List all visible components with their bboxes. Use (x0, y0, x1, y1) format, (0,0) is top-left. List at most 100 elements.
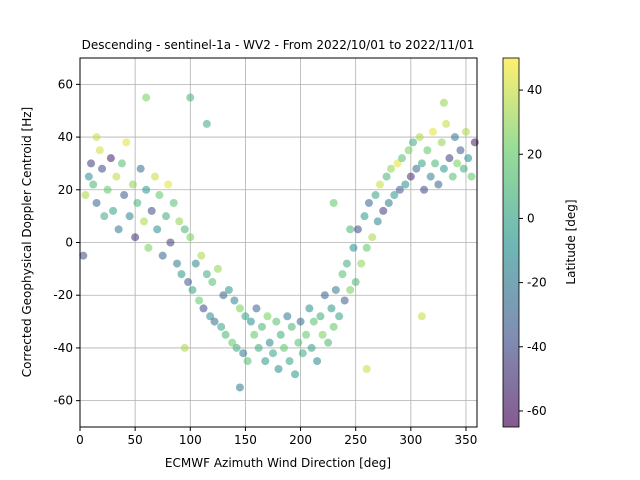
colorbar-ticks: -60 -40 -20 0 20 40 (519, 83, 547, 418)
scatter-point (92, 198, 101, 207)
scatter-point (280, 343, 289, 352)
scatter-point (206, 312, 215, 321)
scatter-point (417, 159, 426, 168)
y-axis-ticks: -60 -40 -20 0 20 40 60 (53, 77, 80, 408)
scatter-point (202, 270, 211, 279)
scatter-point (103, 185, 112, 194)
scatter-point (246, 317, 255, 326)
scatter-point (131, 233, 140, 242)
scatter-point (346, 285, 355, 294)
scatter-point (173, 259, 182, 268)
scatter-point (147, 206, 156, 215)
scatter-point (346, 225, 355, 234)
scatter-point (254, 343, 263, 352)
y-tick-label: 60 (58, 77, 73, 91)
scatter-point (401, 180, 410, 189)
scatter-point (274, 365, 283, 374)
scatter-point (186, 233, 195, 242)
scatter-point (186, 93, 195, 102)
scatter-point (175, 217, 184, 226)
scatter-point (298, 349, 307, 358)
colorbar-tick-label: 40 (527, 83, 542, 97)
y-tick-label: -60 (53, 394, 73, 408)
scatter-point (423, 146, 432, 155)
scatter-point (445, 154, 454, 163)
x-axis-ticks: 0 50 100 150 200 250 300 350 (76, 427, 477, 447)
scatter-point (379, 206, 388, 215)
scatter-point (241, 312, 250, 321)
scatter-point (177, 270, 186, 279)
scatter-point (235, 304, 244, 313)
scatter-points (79, 93, 479, 392)
scatter-point (439, 98, 448, 107)
scatter-point (390, 191, 399, 200)
scatter-point (109, 206, 118, 215)
scatter-point (158, 251, 167, 260)
scatter-point (261, 357, 270, 366)
scatter-point (122, 138, 131, 147)
scatter-point (142, 185, 151, 194)
scatter-point (155, 191, 164, 200)
y-tick-label: -40 (53, 341, 73, 355)
scatter-point (431, 159, 440, 168)
scatter-point (398, 154, 407, 163)
scatter-point (213, 264, 222, 273)
scatter-point (371, 191, 380, 200)
scatter-point (180, 343, 189, 352)
scatter-point (291, 370, 300, 379)
scatter-point (302, 330, 311, 339)
y-tick-label: 40 (58, 130, 73, 144)
scatter-point (272, 317, 281, 326)
scatter-point (428, 127, 437, 136)
scatter-point (133, 198, 142, 207)
x-axis-label: ECMWF Azimuth Wind Direction [deg] (165, 456, 391, 470)
scatter-point (467, 172, 476, 181)
scatter-point (252, 304, 261, 313)
scatter-point (191, 259, 200, 268)
colorbar-tick-label: 0 (527, 211, 535, 225)
scatter-point (453, 159, 462, 168)
scatter-point (409, 138, 418, 147)
scatter-point (92, 133, 101, 142)
x-tick-label: 50 (127, 433, 142, 447)
scatter-point (393, 159, 402, 168)
scatter-point (197, 251, 206, 260)
scatter-point (142, 93, 151, 102)
scatter-point (164, 180, 173, 189)
scatter-point (114, 225, 123, 234)
scatter-point (87, 159, 96, 168)
scatter-point (232, 343, 241, 352)
colorbar-frame (502, 57, 520, 428)
chart-title: Descending - sentinel-1a - WV2 - From 20… (82, 38, 475, 52)
scatter-point (166, 238, 175, 247)
y-tick-label: -20 (53, 288, 73, 302)
scatter-point (456, 146, 465, 155)
scatter-point (162, 212, 171, 221)
x-tick-label: 200 (289, 433, 312, 447)
scatter-point (360, 212, 369, 221)
scatter-point (327, 304, 336, 313)
scatter-point (338, 270, 347, 279)
scatter-point (307, 343, 316, 352)
scatter-point (235, 383, 244, 392)
scatter-point (195, 296, 204, 305)
scatter-point (417, 312, 426, 321)
scatter-point (329, 198, 338, 207)
scatter-point (342, 259, 351, 268)
scatter-point (136, 164, 145, 173)
scatter-point (368, 233, 377, 242)
scatter-point (287, 322, 296, 331)
scatter-point (448, 172, 457, 181)
scatter-point (373, 217, 382, 226)
scatter-point (153, 225, 162, 234)
scatter-point (406, 172, 415, 181)
scatter-point (221, 330, 230, 339)
scatter-point (117, 159, 126, 168)
scatter-point (202, 119, 211, 128)
scatter-point (340, 296, 349, 305)
scatter-point (415, 133, 424, 142)
scatter-point (243, 357, 252, 366)
scatter-point (329, 322, 338, 331)
colorbar-tick-label: -20 (527, 276, 547, 290)
